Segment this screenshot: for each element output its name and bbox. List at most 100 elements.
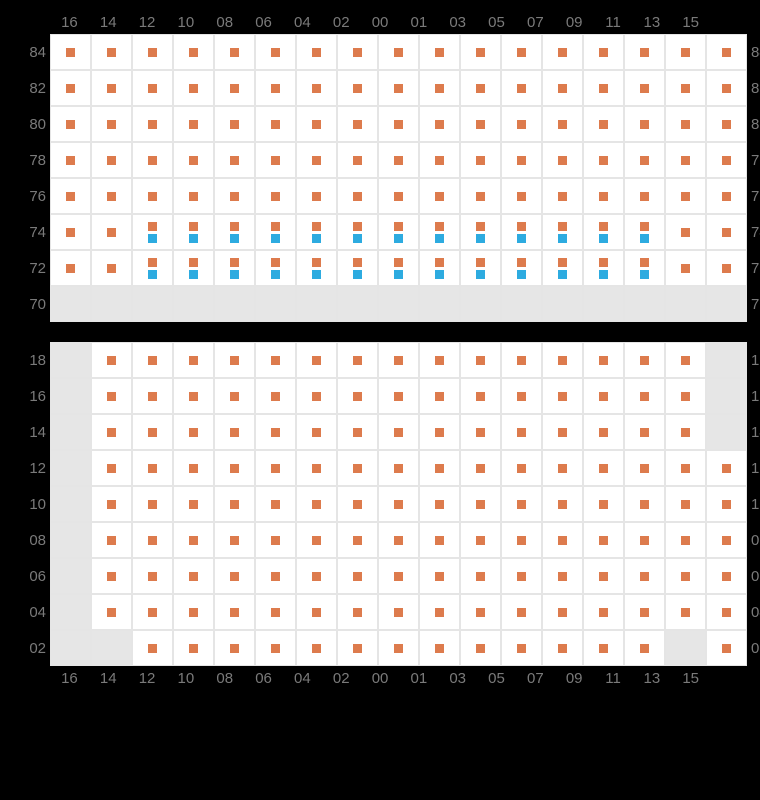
seat-marker[interactable] <box>435 258 444 267</box>
seat-marker[interactable] <box>312 156 321 165</box>
seat-cell[interactable] <box>542 106 583 142</box>
seat-marker[interactable] <box>640 270 649 279</box>
seat-cell[interactable] <box>50 34 91 70</box>
seat-marker[interactable] <box>517 222 526 231</box>
seat-cell[interactable] <box>665 378 706 414</box>
seat-cell[interactable] <box>419 558 460 594</box>
seat-cell[interactable] <box>173 214 214 250</box>
seat-cell[interactable] <box>255 106 296 142</box>
seat-marker[interactable] <box>107 356 116 365</box>
seat-cell[interactable] <box>624 178 665 214</box>
seat-marker[interactable] <box>271 222 280 231</box>
seat-marker[interactable] <box>558 392 567 401</box>
seat-marker[interactable] <box>435 48 444 57</box>
seat-cell[interactable] <box>173 250 214 286</box>
seat-marker[interactable] <box>435 270 444 279</box>
seat-cell[interactable] <box>50 178 91 214</box>
seat-marker[interactable] <box>558 464 567 473</box>
seat-marker[interactable] <box>148 464 157 473</box>
seat-marker[interactable] <box>394 464 403 473</box>
seat-marker[interactable] <box>599 84 608 93</box>
seat-cell[interactable] <box>132 378 173 414</box>
seat-marker[interactable] <box>189 536 198 545</box>
seat-cell[interactable] <box>460 250 501 286</box>
seat-cell[interactable] <box>460 630 501 666</box>
seat-marker[interactable] <box>394 356 403 365</box>
seat-marker[interactable] <box>640 84 649 93</box>
seat-marker[interactable] <box>148 234 157 243</box>
seat-cell[interactable] <box>214 630 255 666</box>
seat-marker[interactable] <box>189 156 198 165</box>
seat-cell[interactable] <box>419 106 460 142</box>
seat-marker[interactable] <box>394 500 403 509</box>
seat-cell[interactable] <box>337 342 378 378</box>
seat-marker[interactable] <box>312 356 321 365</box>
seat-marker[interactable] <box>148 48 157 57</box>
seat-marker[interactable] <box>599 258 608 267</box>
seat-cell[interactable] <box>665 414 706 450</box>
seat-marker[interactable] <box>189 222 198 231</box>
seat-cell[interactable] <box>542 142 583 178</box>
seat-marker[interactable] <box>681 356 690 365</box>
seat-cell[interactable] <box>501 178 542 214</box>
seat-cell[interactable] <box>624 214 665 250</box>
seat-cell[interactable] <box>583 558 624 594</box>
seat-marker[interactable] <box>189 84 198 93</box>
seat-cell[interactable] <box>378 70 419 106</box>
seat-cell[interactable] <box>706 450 747 486</box>
seat-cell[interactable] <box>173 142 214 178</box>
seat-marker[interactable] <box>148 192 157 201</box>
seat-cell[interactable] <box>460 142 501 178</box>
seat-cell[interactable] <box>91 106 132 142</box>
seat-cell[interactable] <box>460 70 501 106</box>
seat-marker[interactable] <box>517 120 526 129</box>
seat-cell[interactable] <box>378 178 419 214</box>
seat-marker[interactable] <box>353 608 362 617</box>
seat-marker[interactable] <box>394 222 403 231</box>
seat-cell[interactable] <box>132 142 173 178</box>
seat-cell[interactable] <box>583 142 624 178</box>
seat-marker[interactable] <box>640 428 649 437</box>
seat-marker[interactable] <box>353 572 362 581</box>
seat-marker[interactable] <box>312 222 321 231</box>
seat-marker[interactable] <box>517 392 526 401</box>
seat-marker[interactable] <box>353 234 362 243</box>
seat-marker[interactable] <box>722 84 731 93</box>
seat-marker[interactable] <box>681 608 690 617</box>
seat-marker[interactable] <box>476 644 485 653</box>
seat-marker[interactable] <box>640 192 649 201</box>
seat-marker[interactable] <box>230 464 239 473</box>
seat-cell[interactable] <box>542 178 583 214</box>
seat-cell[interactable] <box>583 214 624 250</box>
seat-marker[interactable] <box>558 234 567 243</box>
seat-marker[interactable] <box>394 234 403 243</box>
seat-marker[interactable] <box>271 234 280 243</box>
seat-cell[interactable] <box>255 342 296 378</box>
seat-marker[interactable] <box>189 644 198 653</box>
seat-marker[interactable] <box>107 572 116 581</box>
seat-marker[interactable] <box>640 234 649 243</box>
seat-marker[interactable] <box>722 644 731 653</box>
seat-cell[interactable] <box>255 378 296 414</box>
seat-cell[interactable] <box>501 522 542 558</box>
seat-marker[interactable] <box>681 464 690 473</box>
seat-marker[interactable] <box>230 428 239 437</box>
seat-marker[interactable] <box>394 536 403 545</box>
seat-cell[interactable] <box>624 250 665 286</box>
seat-cell[interactable] <box>501 558 542 594</box>
seat-cell[interactable] <box>624 142 665 178</box>
seat-cell[interactable] <box>173 450 214 486</box>
seat-marker[interactable] <box>312 536 321 545</box>
seat-marker[interactable] <box>435 536 444 545</box>
seat-marker[interactable] <box>681 84 690 93</box>
seat-marker[interactable] <box>722 536 731 545</box>
seat-cell[interactable] <box>255 250 296 286</box>
seat-cell[interactable] <box>296 34 337 70</box>
seat-marker[interactable] <box>599 500 608 509</box>
seat-marker[interactable] <box>148 608 157 617</box>
seat-cell[interactable] <box>583 522 624 558</box>
seat-cell[interactable] <box>583 450 624 486</box>
seat-cell[interactable] <box>460 178 501 214</box>
seat-cell[interactable] <box>378 558 419 594</box>
seat-cell[interactable] <box>706 594 747 630</box>
